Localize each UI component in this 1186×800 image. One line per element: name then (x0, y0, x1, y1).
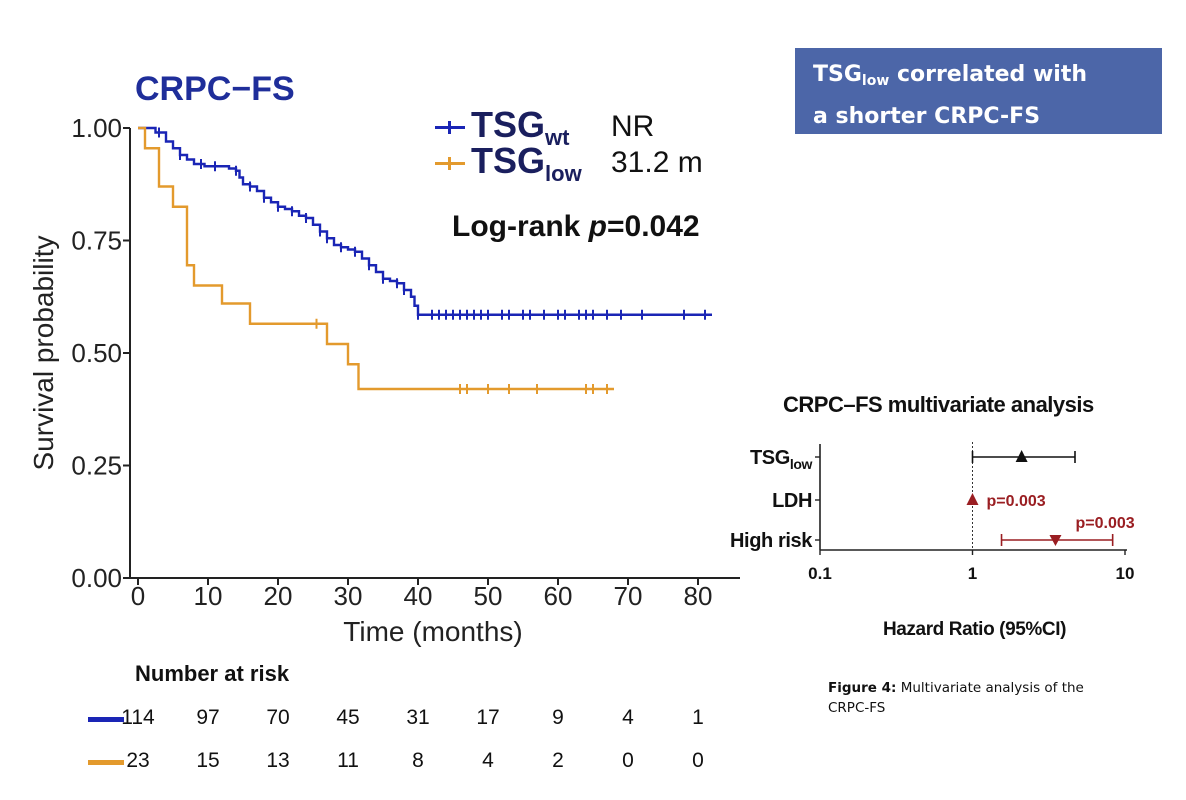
forest-plot: 0.1 1 10 Hazard Ratio (95%CI) TSGlow LDH p=0.0… (730, 442, 1135, 640)
forest-x-axis-label: Hazard Ratio (95%CI) (883, 619, 1066, 640)
risk-cell: 1 (692, 706, 704, 729)
risk-cell: 8 (412, 749, 424, 772)
forest-x-tick-label: 0.1 (808, 564, 832, 583)
forest-row-label: High risk (730, 530, 813, 552)
y-tick-label: 0.75 (71, 226, 122, 256)
x-tick-label: 80 (684, 581, 713, 611)
x-tick-label: 30 (334, 581, 363, 611)
risk-cell: 70 (266, 706, 290, 729)
km-curve-wt (138, 126, 712, 316)
summary-callout: TSGlow correlated with a shorter CRPC-FS (795, 48, 1162, 134)
y-tick-label: 0.50 (71, 338, 122, 368)
risk-cell: 2 (552, 749, 564, 772)
forest-point (966, 493, 979, 505)
risk-cell: 0 (692, 749, 704, 772)
risk-row-swatch (88, 717, 124, 722)
legend-swatch-wt (435, 117, 465, 137)
legend-item-low: TSGlow 31.2 m (435, 140, 703, 186)
risk-row: 114 97 70 45 31 17 9 4 1 (0, 706, 760, 736)
risk-cell: 17 (476, 706, 500, 729)
legend-median-wt: NR (611, 110, 655, 143)
figure-caption: Figure 4: Multivariate analysis of the C… (828, 680, 1084, 716)
x-axis-label: Time (months) (343, 616, 522, 647)
risk-cell: 4 (482, 749, 494, 772)
risk-cell: 0 (622, 749, 634, 772)
legend-item-wt: TSGwt NR (435, 104, 655, 150)
forest-row-label: LDH (772, 490, 812, 512)
x-tick-label: 60 (544, 581, 573, 611)
y-axis-label: Survival probability (28, 236, 59, 471)
risk-cell: 4 (622, 706, 634, 729)
x-tick-label: 10 (194, 581, 223, 611)
callout-line-1: TSGlow correlated with (813, 62, 1087, 89)
legend-label-low: TSGlow (471, 139, 582, 186)
forest-point (1049, 535, 1062, 546)
risk-row-swatch (88, 760, 124, 765)
forest-x-tick-label: 1 (968, 564, 977, 583)
km-curve-low (138, 126, 614, 391)
forest-x-tick-label: 10 (1116, 564, 1135, 583)
risk-cell: 11 (337, 749, 359, 772)
risk-row: 23 15 13 11 8 4 2 0 0 (0, 749, 760, 779)
km-chart-title: CRPC−FS (135, 70, 295, 108)
forest-row-label: TSGlow (750, 447, 813, 472)
km-survival-chart: 0 10 20 30 40 50 60 70 80 0.00 0.25 0.50 0.75 1.00 Tim… (28, 113, 740, 647)
x-tick-label: 70 (614, 581, 643, 611)
callout-line-2: a shorter CRPC-FS (813, 104, 1041, 129)
forest-p-label: p=0.003 (1076, 515, 1135, 532)
risk-cell: 13 (266, 749, 290, 772)
x-tick-label: 40 (404, 581, 433, 611)
risk-cell: 31 (406, 706, 430, 729)
risk-cell: 114 (121, 706, 155, 729)
risk-cell: 23 (126, 749, 150, 772)
risk-cell: 45 (336, 706, 360, 729)
y-tick-label: 1.00 (71, 113, 122, 143)
legend-swatch-low (435, 153, 465, 173)
risk-cell: 97 (196, 706, 220, 729)
forest-point (1015, 450, 1028, 462)
logrank-annotation: Log-rank p=0.042 (452, 210, 700, 243)
y-tick-label: 0.00 (71, 563, 122, 593)
risk-table-title: Number at risk (135, 661, 290, 686)
risk-cell: 15 (196, 749, 220, 772)
x-tick-label: 50 (474, 581, 503, 611)
y-tick-label: 0.25 (71, 451, 122, 481)
x-tick-label: 20 (264, 581, 293, 611)
legend-label-wt: TSGwt (471, 103, 570, 150)
x-tick-label: 0 (131, 581, 145, 611)
forest-p-label: p=0.003 (987, 493, 1046, 510)
risk-cell: 9 (552, 706, 564, 729)
legend-median-low: 31.2 m (611, 146, 703, 179)
forest-plot-title: CRPC–FS multivariate analysis (783, 392, 1094, 417)
